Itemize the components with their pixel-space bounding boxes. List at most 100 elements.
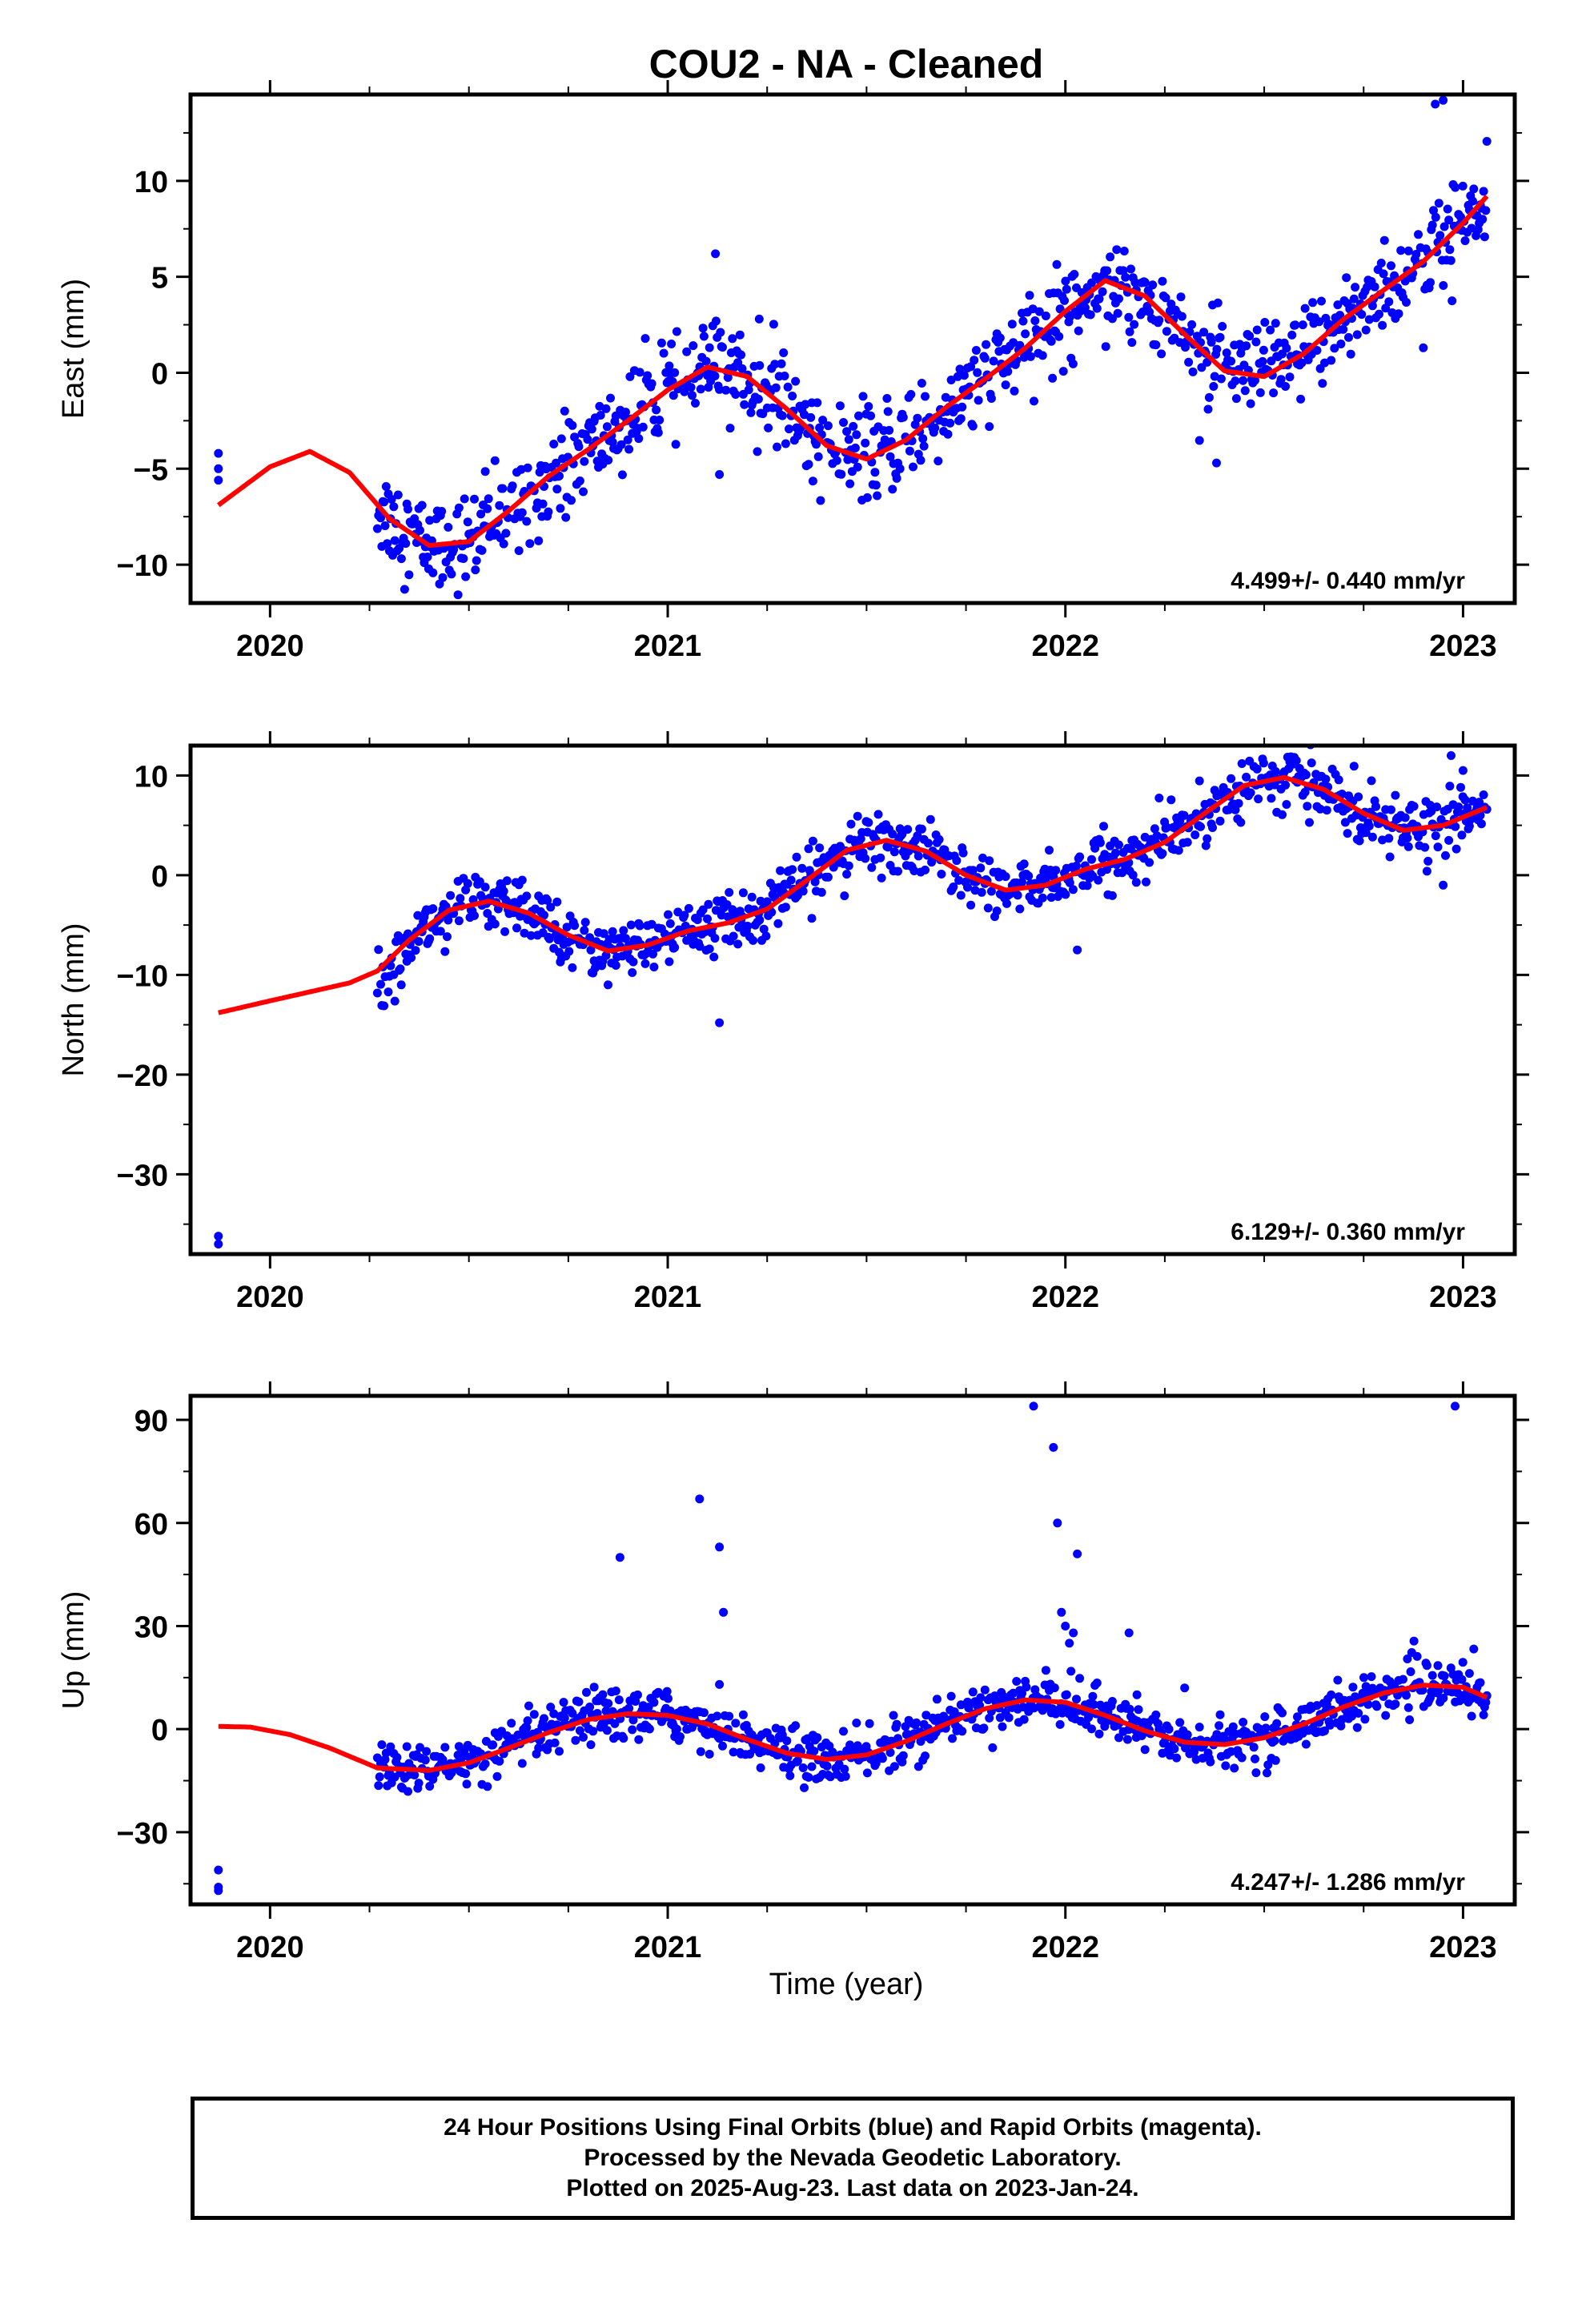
data-point [1072,861,1081,870]
data-point [1222,348,1231,358]
data-point [861,854,870,863]
data-point [562,923,572,932]
data-point [379,1001,389,1011]
data-point-outlier [1458,766,1468,775]
data-point [1212,344,1222,354]
y-axis-label-3: Up (mm) [57,1591,90,1710]
data-point [550,1738,560,1747]
data-point [422,1747,432,1756]
data-point [1327,356,1336,365]
data-point [1221,1761,1231,1771]
data-point [670,368,680,377]
data-point [917,824,926,834]
plot-frame-2 [188,743,1517,1256]
data-point [770,1739,780,1748]
data-point [1278,810,1287,819]
data-point [946,418,955,428]
data-point [480,1759,490,1768]
data-point [1354,792,1363,802]
data-point [1269,388,1279,398]
data-point [372,524,382,533]
data-point [968,421,978,431]
data-point [614,1695,624,1705]
data-point [958,402,967,412]
data-point [568,963,577,972]
data-point [1367,832,1377,842]
data-point [570,921,580,931]
y-tick-label: 30 [135,1610,168,1644]
data-point [1184,357,1194,367]
data-point [1259,758,1268,768]
data-point [1385,852,1395,862]
data-point [1009,1688,1018,1698]
data-point [1231,805,1240,814]
data-point [1215,1721,1224,1731]
data-point [1045,846,1054,855]
data-point [574,442,584,452]
data-point [780,372,789,380]
data-point [1272,1719,1282,1728]
data-point [628,1715,638,1725]
data-point [1291,320,1300,330]
data-point-outlier [214,448,223,458]
data-point [728,334,737,344]
data-point [447,569,456,579]
data-point [625,372,635,381]
y-tick-label: −10 [117,549,168,583]
data-point [1422,1661,1431,1671]
data-point [1481,206,1491,215]
data-point [1379,269,1388,279]
data-point [840,891,849,901]
data-point [1157,349,1166,359]
data-point [1411,250,1421,259]
data-point [508,481,517,491]
data-point [393,490,403,500]
data-point [1001,872,1010,882]
data-point [1004,1713,1014,1723]
data-point [1399,1675,1407,1684]
data-point [1423,856,1433,866]
data-point [783,382,793,392]
data-point [488,1740,498,1750]
data-point [1145,308,1154,316]
data-point [1075,852,1085,862]
data-point [1296,394,1306,404]
data-point [672,1724,681,1734]
data-point [1095,838,1105,847]
data-point [810,877,820,887]
data-point [1026,352,1035,361]
data-point [966,362,976,372]
data-point [601,404,611,413]
data-point [1333,1675,1343,1685]
data-point [1361,325,1371,335]
data-point [1444,835,1454,845]
data-point [812,440,821,449]
data-point [1087,854,1096,864]
data-point [955,364,965,374]
data-point [1478,215,1488,224]
data-point [1206,1757,1215,1767]
data-point [1324,320,1334,329]
data-point [1101,342,1110,352]
data-point [598,1690,608,1699]
data-point [640,334,650,344]
data-point [1062,1690,1071,1699]
data-point [635,921,644,931]
data-point [655,416,665,424]
data-point [913,851,923,861]
data-point [1251,1768,1261,1778]
data-point [788,865,797,875]
data-point [1237,1753,1247,1763]
data-point [1402,298,1411,307]
data-point [564,947,574,956]
data-point [1240,386,1250,396]
data-point-outlier [615,1553,624,1562]
data-point [453,590,463,600]
data-point [773,919,783,928]
data-point [1291,756,1301,766]
data-point-outlier [396,980,406,990]
data-point [867,862,877,872]
data-point [1403,834,1412,842]
data-point [1391,790,1400,800]
data-point [417,501,427,510]
